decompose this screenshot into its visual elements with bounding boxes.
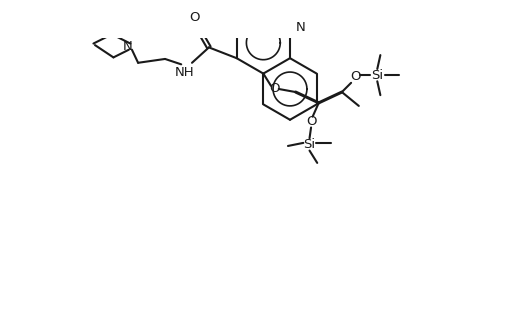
Text: N: N [123,40,133,53]
Text: Si: Si [304,138,316,151]
Text: Si: Si [371,69,383,82]
Text: N: N [295,21,305,34]
Text: O: O [350,70,361,83]
Text: O: O [189,11,199,24]
Text: O: O [269,82,279,95]
Text: NH: NH [175,66,194,79]
Text: O: O [306,115,316,128]
